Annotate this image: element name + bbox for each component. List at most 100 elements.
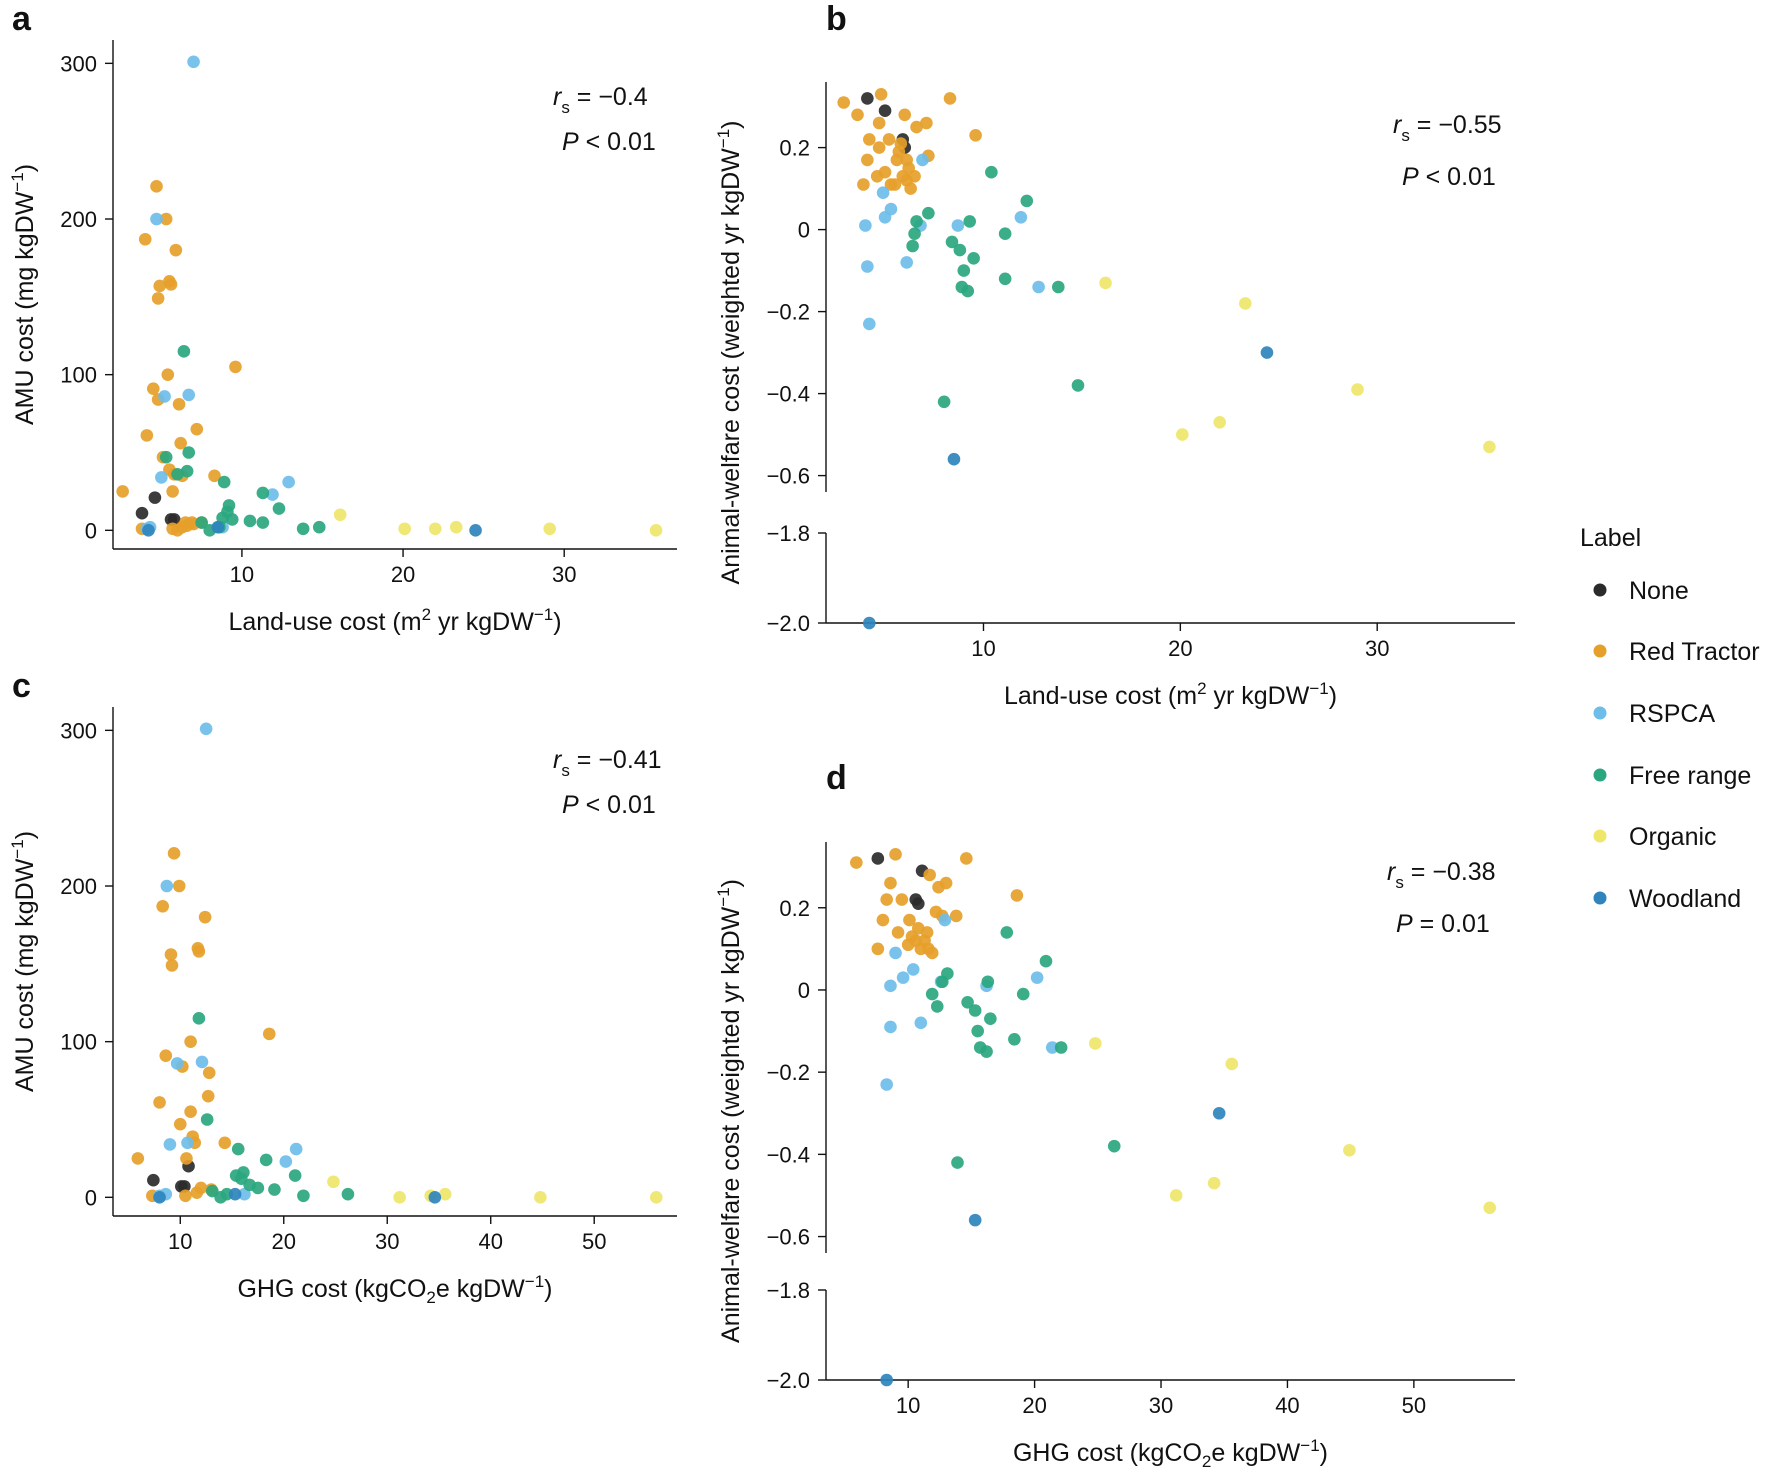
point-free-range xyxy=(930,1000,944,1013)
stat-p: P < 0.01 xyxy=(562,128,656,156)
x-tick-label: 30 xyxy=(375,1229,399,1254)
point-woodland xyxy=(880,1373,893,1387)
point-rspca xyxy=(884,1020,897,1034)
point-organic xyxy=(1483,1201,1497,1215)
point-free-range xyxy=(941,967,954,980)
point-red-tractor xyxy=(164,948,178,961)
point-rspca xyxy=(158,390,171,403)
point-red-tractor xyxy=(159,1049,173,1062)
point-free-range xyxy=(906,239,919,253)
x-tick-label: 10 xyxy=(971,636,995,661)
point-red-tractor xyxy=(837,96,851,109)
point-free-range xyxy=(200,1113,214,1126)
point-rspca xyxy=(160,879,174,893)
point-free-range xyxy=(1000,926,1014,939)
point-red-tractor xyxy=(876,913,890,927)
point-organic xyxy=(1351,383,1364,396)
point-free-range xyxy=(1051,280,1065,294)
point-free-range xyxy=(961,284,975,298)
point-red-tractor xyxy=(910,120,923,134)
point-rspca xyxy=(170,1057,184,1070)
point-woodland xyxy=(153,1191,166,1204)
point-free-range xyxy=(312,520,326,534)
point-organic xyxy=(438,1187,452,1201)
y-axis-title-part: ) xyxy=(717,879,745,887)
y-tick-label: −2.0 xyxy=(767,611,810,636)
point-red-tractor xyxy=(146,382,160,395)
x-tick-label: 40 xyxy=(1275,1393,1299,1418)
point-free-range xyxy=(341,1187,355,1201)
point-organic xyxy=(449,520,463,534)
panel-b: b 10 20 30 0.2 0 −0.2 −0.4 −0.6 −1.8 −2.0 Land-use … xyxy=(714,0,1515,710)
point-red-tractor xyxy=(888,178,902,191)
point-free-range xyxy=(296,522,310,536)
point-free-range xyxy=(957,264,971,277)
point-free-range xyxy=(981,975,995,989)
point-free-range xyxy=(182,446,196,459)
x-axis-title-part: GHG cost (kgCO xyxy=(237,1275,426,1303)
stat-p-symbol: P xyxy=(1396,910,1413,938)
point-free-range xyxy=(297,1189,310,1203)
y-axis-title-part: Animal-welfare cost (weighted yr kgDW xyxy=(717,906,745,1343)
point-free-range xyxy=(256,486,270,500)
point-free-range xyxy=(1039,954,1053,968)
stat-p: P < 0.01 xyxy=(562,791,656,819)
point-woodland xyxy=(863,616,876,630)
point-red-tractor xyxy=(857,178,870,191)
panel-letter: d xyxy=(826,759,847,797)
point-rspca xyxy=(187,55,200,69)
point-red-tractor xyxy=(903,913,916,927)
point-red-tractor xyxy=(949,909,963,923)
point-red-tractor xyxy=(131,1152,145,1165)
point-rspca xyxy=(1045,1041,1059,1054)
point-rspca xyxy=(238,1187,251,1201)
point-red-tractor xyxy=(165,959,179,972)
point-rspca xyxy=(195,1055,209,1069)
stat-r: rs = −0.38 xyxy=(1387,858,1496,892)
point-red-tractor xyxy=(920,926,934,939)
point-red-tractor xyxy=(1010,889,1024,902)
y-axis-title-part: ) xyxy=(717,121,745,129)
point-free-range xyxy=(922,206,935,220)
point-free-range xyxy=(971,1024,985,1038)
y-tick-label: 0 xyxy=(85,1185,97,1210)
stat-r: rs = −0.41 xyxy=(553,746,662,780)
point-organic xyxy=(1483,440,1496,454)
point-red-tractor xyxy=(889,848,902,861)
stat-p-value: = 0.01 xyxy=(1413,910,1490,938)
point-free-range xyxy=(192,1012,206,1025)
y-axis-title: Animal-welfare cost (weighted yr kgDW−1) xyxy=(714,879,745,1343)
stat-r-symbol: r xyxy=(553,83,563,111)
point-rspca xyxy=(896,971,910,984)
point-rspca xyxy=(150,212,163,226)
point-rspca xyxy=(155,471,168,484)
point-rspca xyxy=(938,913,952,927)
point-red-tractor xyxy=(201,1089,215,1103)
point-red-tractor xyxy=(159,212,173,226)
point-red-tractor xyxy=(184,1035,197,1048)
point-red-tractor xyxy=(156,899,169,913)
stat-r-symbol: r xyxy=(1393,111,1403,139)
point-red-tractor xyxy=(151,292,165,305)
y-tick-label: −0.2 xyxy=(767,300,810,325)
point-none xyxy=(148,491,162,504)
point-rspca xyxy=(163,1138,177,1151)
point-red-tractor xyxy=(194,1181,208,1195)
x-tick-label: 30 xyxy=(1365,636,1389,661)
x-tick-label: 20 xyxy=(1022,1393,1046,1418)
point-red-tractor xyxy=(190,422,204,436)
legend-marker-red-tractor xyxy=(1593,644,1607,658)
point-red-tractor xyxy=(140,429,154,442)
point-organic xyxy=(1207,1176,1221,1190)
point-free-range xyxy=(1054,1041,1068,1054)
stat-p-value: < 0.01 xyxy=(579,128,656,156)
point-free-range xyxy=(231,1142,245,1156)
point-red-tractor xyxy=(882,133,896,146)
point-free-range xyxy=(908,227,921,240)
point-woodland xyxy=(1260,346,1274,359)
point-free-range xyxy=(980,1045,993,1058)
point-red-tractor xyxy=(898,108,912,122)
y-axis-title-part: ) xyxy=(11,831,39,839)
